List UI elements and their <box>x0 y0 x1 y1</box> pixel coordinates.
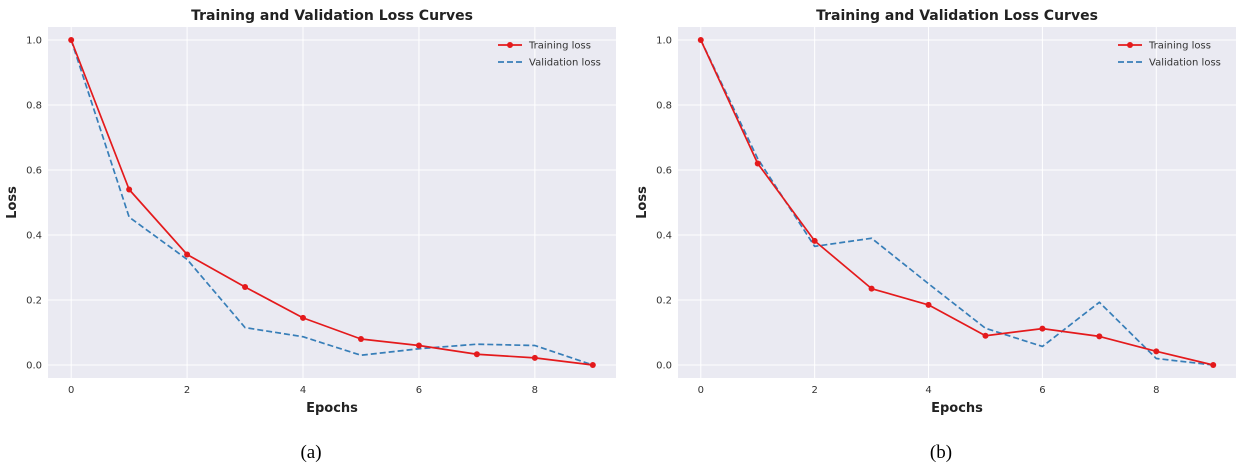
x-axis-label: Epochs <box>931 401 983 416</box>
training-loss-point <box>184 251 191 258</box>
y-tick-label: 0.4 <box>656 231 672 242</box>
y-tick-label: 0.6 <box>26 166 42 177</box>
training-loss-point <box>811 237 818 244</box>
training-loss-point <box>242 284 249 290</box>
chart-panel-b: 0 2 4 6 8 0.0 0.2 0.4 0.6 0.8 1.0 Training and Vali… <box>635 8 1236 463</box>
y-tick-label: 1.0 <box>26 36 42 47</box>
chart-panel-a: 0 2 4 6 8 0.0 0.2 0.4 0.6 0.8 1.0 Training and Vali… <box>5 8 616 463</box>
x-axis-label: Epochs <box>306 401 358 416</box>
x-tick-label: 4 <box>925 385 931 396</box>
y-tick-label: 0.2 <box>656 296 672 307</box>
x-tick-label: 8 <box>532 385 538 396</box>
y-tick-label: 1.0 <box>656 36 672 47</box>
chart-title: Training and Validation Loss Curves <box>191 8 473 24</box>
training-loss-point <box>1039 325 1046 332</box>
legend-entry: Training loss <box>528 41 591 52</box>
training-loss-point <box>697 37 704 43</box>
plot-area <box>48 27 616 378</box>
training-loss-point <box>868 285 875 292</box>
panel-caption: (b) <box>930 442 952 463</box>
chart-title: Training and Validation Loss Curves <box>816 8 1098 24</box>
training-loss-point <box>1210 362 1217 368</box>
training-loss-line <box>70 39 593 366</box>
legend-entry: Validation loss <box>1149 58 1221 69</box>
plot-area <box>678 27 1236 378</box>
x-tick-label: 2 <box>184 385 190 396</box>
panel-caption: (a) <box>300 442 321 463</box>
legend-marker <box>1127 42 1133 48</box>
x-tick-label: 8 <box>1153 385 1159 396</box>
x-tick-label: 2 <box>811 385 817 396</box>
y-axis-label: Loss <box>5 186 20 219</box>
training-loss-point <box>531 354 538 361</box>
validation-loss-line <box>70 39 594 366</box>
x-tick-label: 6 <box>1039 385 1045 396</box>
legend-marker <box>507 42 513 48</box>
y-tick-label: 0.2 <box>26 296 42 307</box>
y-tick-label: 0.0 <box>26 361 42 372</box>
training-loss-point <box>754 160 761 167</box>
y-axis-label: Loss <box>635 186 650 219</box>
training-loss-point <box>68 37 75 43</box>
y-tick-label: 0.6 <box>656 166 672 177</box>
training-loss-point <box>357 336 364 342</box>
legend-entry: Validation loss <box>529 58 601 69</box>
x-tick-label: 0 <box>68 385 74 396</box>
y-tick-label: 0.0 <box>656 361 672 372</box>
training-loss-point <box>1096 333 1103 340</box>
y-tick-label: 0.8 <box>656 101 672 112</box>
training-loss-point <box>300 314 307 321</box>
training-loss-point <box>126 186 133 193</box>
training-loss-point <box>1153 348 1160 355</box>
training-loss-point <box>982 332 989 339</box>
x-tick-label: 0 <box>698 385 704 396</box>
training-loss-point <box>473 351 480 358</box>
training-loss-point <box>589 362 596 368</box>
y-tick-label: 0.8 <box>26 101 42 112</box>
legend-entry: Training loss <box>1148 41 1211 52</box>
x-tick-label: 4 <box>300 385 306 396</box>
y-tick-label: 0.4 <box>26 231 42 242</box>
training-loss-point <box>925 301 932 308</box>
training-loss-line <box>700 39 1214 366</box>
x-tick-label: 6 <box>416 385 422 396</box>
training-loss-point <box>415 342 422 349</box>
